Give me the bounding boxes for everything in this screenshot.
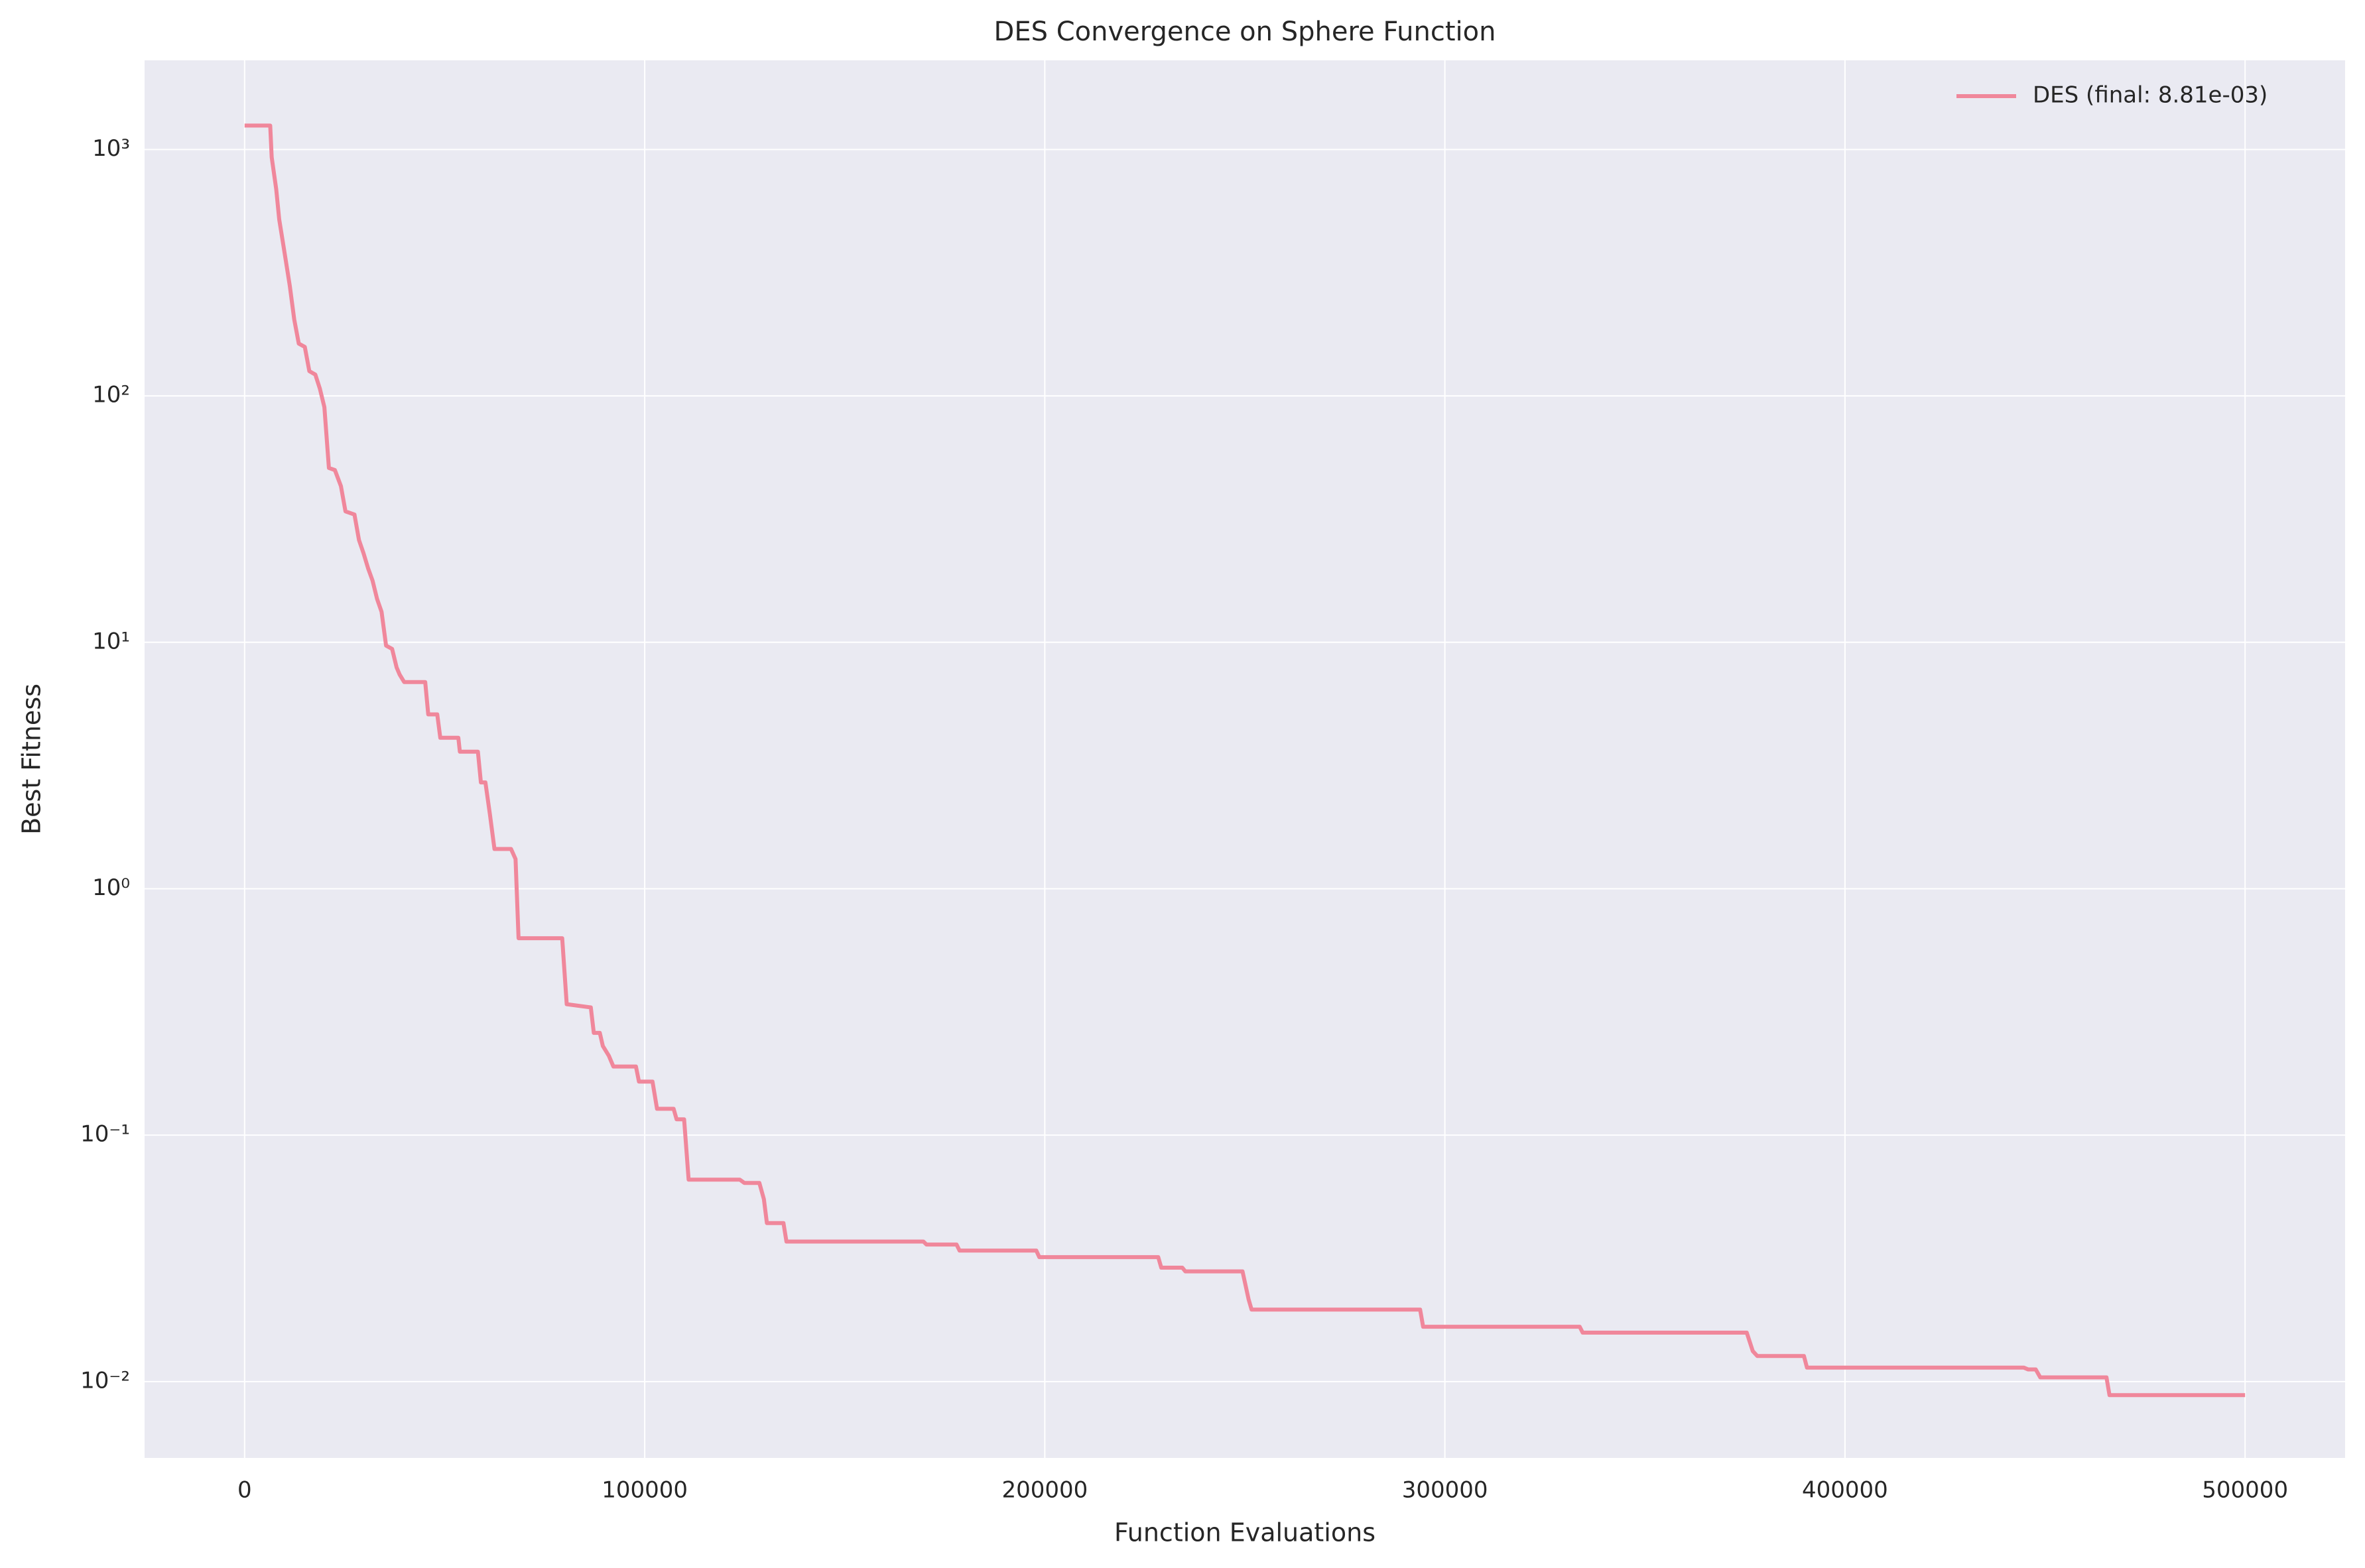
chart-title: DES Convergence on Sphere Function xyxy=(994,17,1496,47)
y-tick-label: 10³ xyxy=(92,135,130,162)
x-tick-label: 400000 xyxy=(1802,1477,1888,1504)
x-tick-label: 200000 xyxy=(1001,1477,1088,1504)
x-tick-label: 300000 xyxy=(1402,1477,1488,1504)
y-tick-label: 10⁻¹ xyxy=(80,1121,130,1148)
x-axis-label: Function Evaluations xyxy=(1114,1518,1375,1547)
x-tick-label: 500000 xyxy=(2202,1477,2288,1504)
y-tick-label: 10⁻² xyxy=(80,1367,130,1394)
data-line xyxy=(244,123,2246,1398)
y-tick-label: 10⁰ xyxy=(92,874,130,901)
x-tick-label: 0 xyxy=(237,1477,252,1504)
y-axis-label: Best Fitness xyxy=(17,684,46,835)
y-tick-label: 10² xyxy=(92,382,130,408)
legend-label: DES (final: 8.81e-03) xyxy=(2033,82,2268,109)
plot-area xyxy=(145,60,2345,1458)
y-tick-label: 10¹ xyxy=(92,628,130,654)
x-tick-label: 100000 xyxy=(602,1477,688,1504)
